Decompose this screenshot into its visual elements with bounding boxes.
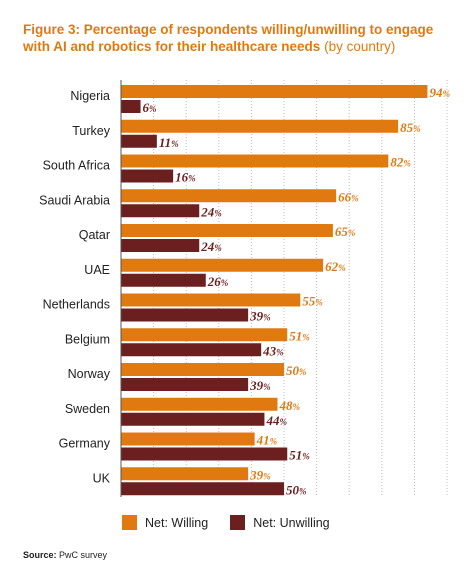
value-label-unwilling: 24% [200,239,222,254]
value-label-willing: 41% [256,433,278,448]
source-label: Source: [23,550,57,560]
bar-unwilling [121,482,284,496]
bar-willing [121,328,288,342]
value-label-willing: 66% [338,189,359,204]
category-label: Sweden [65,402,110,416]
bar-willing [121,189,337,203]
category-label: South Africa [43,159,110,173]
bar-unwilling [121,100,141,113]
category-label: Qatar [79,228,110,242]
bar-unwilling [121,378,249,391]
value-label-willing: 65% [335,224,356,239]
legend-label-unwilling: Net: Unwilling [253,515,330,530]
legend-item-unwilling: Net: Unwilling [230,515,330,530]
bar-unwilling [121,447,288,461]
bar-willing [121,224,333,237]
legend-swatch-unwilling [230,515,246,530]
bar-willing [121,397,278,411]
bar-willing [121,85,428,98]
bar-unwilling [121,169,174,183]
bar-willing [121,154,389,168]
value-label-unwilling: 39% [249,378,271,393]
value-label-willing: 94% [429,85,450,100]
bar-willing [121,363,284,376]
source-text: PwC survey [59,550,108,560]
value-label-unwilling: 26% [207,274,229,289]
bar-unwilling [121,273,206,287]
legend-item-willing: Net: Willing [122,515,208,530]
category-label: Saudi Arabia [39,193,110,207]
value-label-unwilling: 50% [286,482,307,497]
value-label-unwilling: 6% [143,100,158,115]
value-label-willing: 62% [325,259,346,274]
bar-unwilling [121,412,265,426]
bar-unwilling [121,239,200,252]
bar-willing [121,467,249,481]
category-label: UK [93,471,111,485]
value-label-willing: 39% [249,467,271,482]
chart-title: Figure 3: Percentage of respondents will… [23,21,463,55]
bar-willing [121,119,399,133]
value-label-unwilling: 16% [175,170,196,185]
value-label-unwilling: 24% [200,204,222,219]
value-label-willing: 48% [278,398,300,413]
category-label: Belgium [65,332,110,346]
legend-swatch-willing [122,515,137,530]
bar-willing [121,293,301,307]
chart-title-sub: (by country) [324,39,396,54]
value-label-unwilling: 11% [159,135,179,150]
category-label: Norway [68,367,111,381]
bar-unwilling [121,343,262,357]
bar-willing [121,258,324,272]
category-label: Netherlands [43,298,110,312]
category-label: Turkey [72,124,110,138]
value-label-willing: 50% [286,363,307,378]
chart-title-main: Figure 3: Percentage of respondents will… [23,22,434,54]
category-label: UAE [84,263,110,277]
value-label-unwilling: 44% [265,413,287,428]
category-label: Germany [59,437,111,451]
value-label-willing: 85% [400,120,421,135]
legend-label-willing: Net: Willing [145,515,209,530]
value-label-willing: 55% [302,294,323,309]
category-label: Nigeria [70,89,110,103]
legend: Net: Willing Net: Unwilling [122,515,352,530]
value-label-unwilling: 51% [289,448,310,463]
bar-unwilling [121,204,200,218]
source-note: Source: PwC survey [23,550,107,560]
value-label-willing: 51% [289,328,310,343]
value-label-willing: 82% [390,155,411,170]
value-label-unwilling: 39% [249,309,271,324]
bar-willing [121,432,255,446]
bar-unwilling [121,308,249,322]
value-label-unwilling: 43% [262,343,284,358]
bar-unwilling [121,134,157,148]
